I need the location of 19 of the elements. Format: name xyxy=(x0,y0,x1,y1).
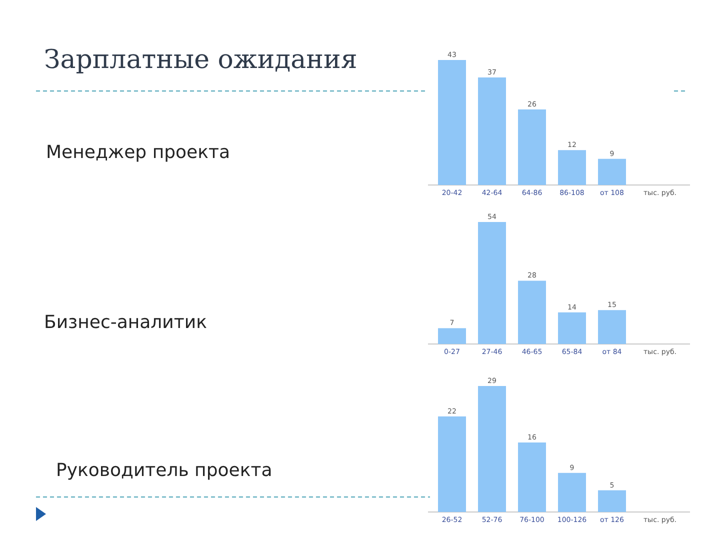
bar xyxy=(518,109,546,185)
bar xyxy=(598,490,626,512)
bar xyxy=(478,222,506,344)
text: Руководитель проекта xyxy=(56,460,272,481)
bar xyxy=(478,386,506,512)
bar xyxy=(438,328,466,344)
bar xyxy=(598,158,626,185)
bar xyxy=(478,77,506,185)
bar xyxy=(518,280,546,344)
bar xyxy=(438,416,466,512)
text: Зарплатные ожидания xyxy=(44,45,358,75)
bar xyxy=(558,312,586,344)
bar xyxy=(518,442,546,512)
text: Менеджер проекта xyxy=(46,142,230,163)
bar xyxy=(558,150,586,185)
bar xyxy=(438,60,466,185)
text: Бизнес-аналитик xyxy=(44,312,208,333)
bar xyxy=(598,310,626,344)
bar xyxy=(558,472,586,512)
